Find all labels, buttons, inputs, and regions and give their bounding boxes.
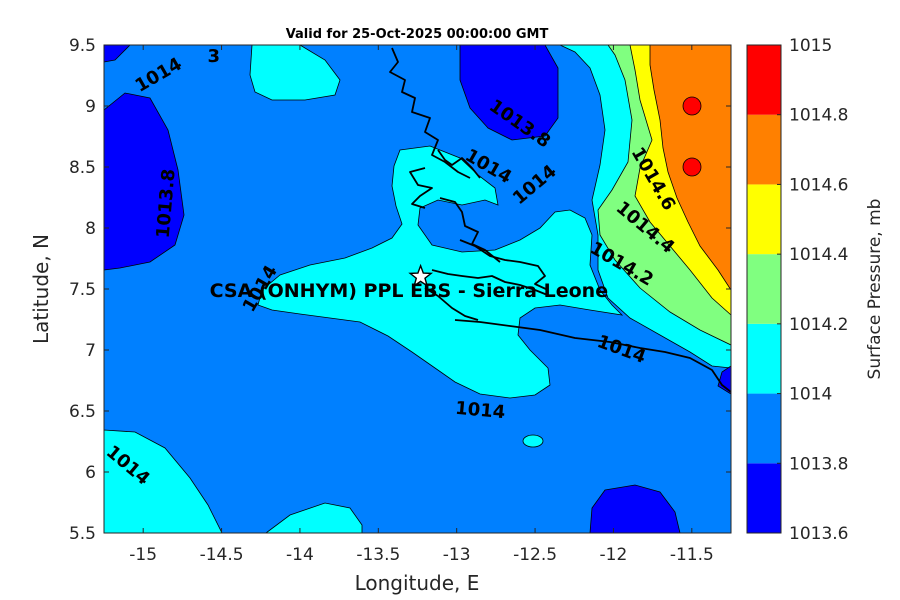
colorbar-tick-label: 1014.6 [789, 175, 848, 195]
site-label: CSA (ONHYM) PPL EBS - Sierra Leone [210, 280, 608, 302]
colorbar-swatch [747, 323, 781, 394]
chart-title: Valid for 25-Oct-2025 00:00:00 GMT [286, 27, 549, 42]
y-axis-title: Latitude, N [29, 234, 53, 344]
site-star-marker [408, 263, 434, 288]
x-tick-label: -13.5 [356, 545, 400, 565]
y-tick-label: 6.5 [69, 402, 96, 422]
colorbar-tick-label: 1013.6 [789, 524, 848, 544]
colorbar-tick-label: 1015 [789, 36, 832, 56]
x-tick-label: -11.5 [670, 545, 714, 565]
contour-band-1014-8-a [682, 96, 702, 116]
site-marker-group: CSA (ONHYM) PPL EBS - Sierra Leone [210, 263, 608, 302]
contour-band-1013-6-se [717, 365, 731, 395]
x-tick-label: -15 [129, 545, 157, 565]
y-tick-label: 5.5 [69, 524, 96, 544]
colorbar-tick-label: 1014.8 [789, 106, 848, 126]
x-axis: -15 -14.5 -14 -13.5 -13 -12.5 -12 -11.5 [129, 45, 714, 565]
contour-band-1014-8-b [682, 157, 702, 177]
colorbar-title: Surface Pressure, mb [865, 199, 885, 380]
x-tick-label: -12.5 [513, 545, 557, 565]
contour-band-1013-6-west [104, 92, 185, 271]
contour-band-1014-sw [104, 429, 223, 533]
y-tick-label: 8 [85, 219, 96, 239]
colorbar-tick-label: 1013.8 [789, 454, 848, 474]
y-axis: 5.5 6 6.5 7 7.5 8 8.5 9 9.5 [69, 36, 731, 544]
x-tick-label: -13 [443, 545, 471, 565]
contour-band-1013-6-sse [589, 484, 681, 533]
colorbar-swatch [747, 114, 781, 185]
x-tick-label: -14 [286, 545, 314, 565]
contour-value-label: 1014 [454, 398, 506, 423]
colorbar-swatch [747, 45, 781, 115]
y-tick-label: 6 [85, 463, 96, 483]
x-tick-label: -14.5 [200, 545, 244, 565]
contour-band-1013-6-north [459, 45, 559, 141]
y-tick-label: 7.5 [69, 280, 96, 300]
contour-fill-area [104, 45, 731, 533]
colorbar-swatch [747, 463, 781, 533]
x-axis-title: Longitude, E [355, 571, 480, 595]
colorbar-tick-label: 1014.2 [789, 315, 848, 335]
contour-band-1013-6-nnw [104, 45, 131, 63]
contour-band-1014-islet [522, 434, 544, 448]
colorbar-frame [746, 44, 782, 534]
colorbar-swatch [747, 393, 781, 464]
colorbar: 1013.6 1013.8 1014 1014.2 1014.4 1014.6 1014.8… [746, 36, 848, 544]
contour-band-1014-south [265, 502, 363, 533]
contour-value-label: 3 [207, 46, 220, 67]
x-tick-label: -12 [600, 545, 628, 565]
colorbar-swatch [747, 184, 781, 255]
colorbar-tick-label: 1014.4 [789, 245, 848, 265]
y-tick-label: 9.5 [69, 36, 96, 56]
colorbar-swatch [747, 254, 781, 324]
y-tick-label: 7 [85, 341, 96, 361]
colorbar-tick-label: 1014 [789, 385, 832, 405]
contour-band-1014-nw [249, 45, 341, 101]
y-tick-label: 8.5 [69, 158, 96, 178]
y-tick-label: 9 [85, 97, 96, 117]
coastline-lines [389, 47, 731, 393]
